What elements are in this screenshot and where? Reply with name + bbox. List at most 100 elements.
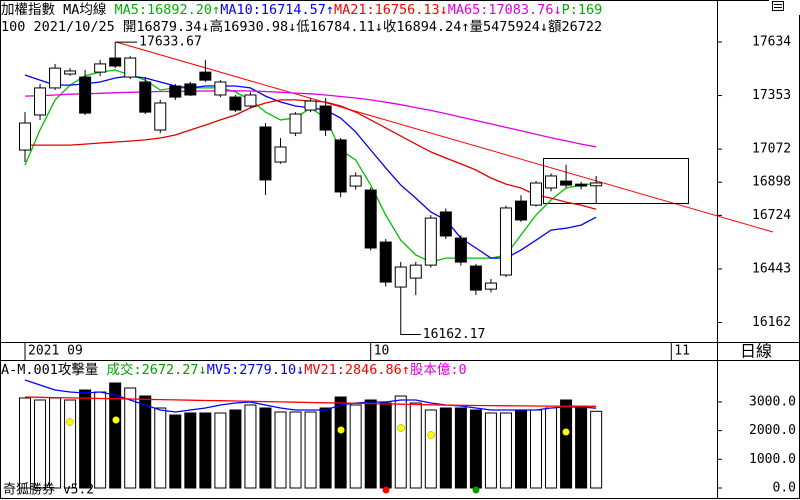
- volume-bar: [514, 409, 527, 489]
- candle-body: [499, 207, 512, 276]
- candle-body: [484, 282, 497, 290]
- candle-body: [214, 81, 227, 96]
- header-segment: A-M.001攻擊量: [1, 361, 107, 378]
- candle-body: [274, 146, 287, 163]
- candle-body: [334, 139, 347, 193]
- volume-layer: [19, 379, 603, 489]
- volume-bar: [364, 399, 377, 489]
- window-icon: [769, 0, 800, 15]
- candle-body: [34, 87, 47, 116]
- x-tick-label: 2021 09: [28, 344, 83, 359]
- candle-body: [289, 113, 302, 134]
- candle-body: [409, 264, 422, 279]
- header-layer: 加權指數 MA均線 MA5:16892.20↑MA10:16714.57↑MA2…: [1, 2, 602, 378]
- header-segment: MV21:2846.86↑: [304, 362, 410, 378]
- candle-body: [424, 217, 437, 266]
- icon-box: [772, 1, 784, 11]
- signal-dot: [427, 431, 435, 439]
- grid-layer: 17634 17353 17072 16898 16724 16443 16162 3000.…: [24, 35, 796, 496]
- volume-bar: [274, 411, 287, 489]
- price-layer: 17633.67 16162.17: [19, 35, 774, 342]
- header-segment: 加權指數 MA均線: [1, 2, 115, 18]
- volume-bar: [49, 397, 62, 489]
- candle-body: [49, 67, 62, 89]
- line-series: [24, 90, 597, 148]
- volume-bar: [64, 399, 77, 489]
- y-tick-label: 17634: [752, 35, 791, 50]
- signal-dot: [337, 426, 345, 434]
- header-text: A-M.001攻擊量 成交:2672.27↓MV5:2779.10↓MV21:2…: [1, 361, 467, 378]
- y-tick-label: 2000.0: [749, 423, 796, 438]
- annotation: 16162.17: [423, 327, 486, 342]
- header-segment: MA10:16714.57↑: [220, 2, 334, 18]
- x-tick-label: 11: [674, 344, 690, 359]
- volume-bar: [124, 387, 137, 489]
- header-segment: P:169: [562, 2, 603, 18]
- y-tick-label: 16724: [752, 208, 791, 223]
- volume-bar: [94, 391, 107, 489]
- volume-bar: [319, 407, 332, 489]
- candle-body: [530, 182, 543, 206]
- volume-bar: [199, 412, 212, 489]
- candle-body: [79, 76, 92, 114]
- candle-body: [169, 85, 182, 98]
- y-tick-label: 3000.0: [749, 394, 796, 409]
- annotation: 17633.67: [139, 35, 202, 50]
- volume-bar: [424, 409, 437, 489]
- candle-body: [184, 83, 197, 96]
- candle-body: [575, 183, 588, 187]
- y-tick-label: 1000.0: [749, 452, 796, 467]
- period-label: 日線: [740, 342, 772, 361]
- signal-dot: [472, 486, 480, 494]
- candle-body: [304, 100, 317, 111]
- volume-bar: [304, 411, 317, 489]
- candle-body: [545, 175, 558, 189]
- icon-bg: [769, 0, 800, 15]
- volume-bar: [454, 407, 467, 489]
- signal-dot: [112, 416, 120, 424]
- volume-bar: [334, 396, 347, 489]
- header-segment: 成交:2672.27↓: [107, 361, 207, 378]
- volume-bar: [439, 407, 452, 489]
- annotation-leader: [400, 322, 421, 335]
- volume-bar: [229, 409, 242, 489]
- volume-bar: [409, 402, 422, 489]
- volume-bar: [289, 411, 302, 489]
- volume-bar: [154, 407, 167, 489]
- volume-signals: [66, 416, 570, 494]
- candle-body: [244, 94, 257, 107]
- candle-body: [469, 265, 482, 291]
- volume-bar: [484, 412, 497, 489]
- candle-body: [379, 241, 392, 283]
- selection-box: [543, 158, 689, 204]
- signal-dot: [66, 418, 74, 426]
- candle-body: [364, 189, 377, 249]
- y-tick-label: 0.0: [773, 481, 796, 496]
- volume-bar: [469, 409, 482, 489]
- volume-bar: [545, 407, 558, 489]
- header-ohlc: 100 2021/10/25 開16879.34↓高16930.98↓低1678…: [1, 18, 602, 35]
- volume-bar: [169, 414, 182, 489]
- y-tick-label: 16898: [752, 175, 791, 190]
- y-tick-label: 16443: [752, 261, 791, 276]
- candle-body: [454, 237, 467, 263]
- signal-dot: [382, 486, 390, 494]
- volume-bar: [575, 405, 588, 489]
- volume-bar: [244, 404, 257, 489]
- candle-body: [439, 211, 452, 237]
- footer: 奇狐勝券 v5.2: [3, 482, 94, 498]
- candle-body: [590, 182, 603, 187]
- x-tick-label: 10: [374, 344, 390, 359]
- candle-body: [259, 126, 272, 181]
- candle-body: [154, 102, 167, 131]
- volume-bar: [139, 395, 152, 489]
- header-segment: MA65:17083.76↓: [448, 2, 562, 18]
- volume-bar: [379, 402, 392, 489]
- volume-bar: [109, 382, 122, 489]
- candle-body: [199, 71, 212, 81]
- header-segment: MA21:16756.13↓: [334, 2, 448, 18]
- header-segment: 股本億:0: [410, 362, 467, 378]
